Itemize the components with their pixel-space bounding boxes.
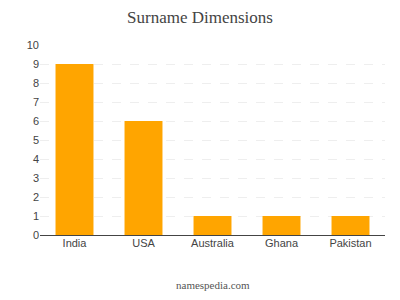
svg-text:5: 5 xyxy=(33,134,39,146)
svg-text:USA: USA xyxy=(132,237,155,249)
svg-text:Australia: Australia xyxy=(191,237,235,249)
svg-text:0: 0 xyxy=(33,229,39,241)
svg-text:4: 4 xyxy=(33,153,39,165)
svg-text:India: India xyxy=(63,237,88,249)
svg-text:namespedia.com: namespedia.com xyxy=(176,279,250,291)
svg-text:10: 10 xyxy=(27,39,39,51)
svg-text:Surname Dimensions: Surname Dimensions xyxy=(127,8,273,27)
svg-text:Ghana: Ghana xyxy=(265,237,299,249)
svg-text:Pakistan: Pakistan xyxy=(329,237,371,249)
svg-text:6: 6 xyxy=(33,115,39,127)
svg-text:7: 7 xyxy=(33,96,39,108)
svg-text:9: 9 xyxy=(33,58,39,70)
svg-text:3: 3 xyxy=(33,172,39,184)
svg-text:8: 8 xyxy=(33,77,39,89)
svg-text:1: 1 xyxy=(33,210,39,222)
svg-text:2: 2 xyxy=(33,191,39,203)
